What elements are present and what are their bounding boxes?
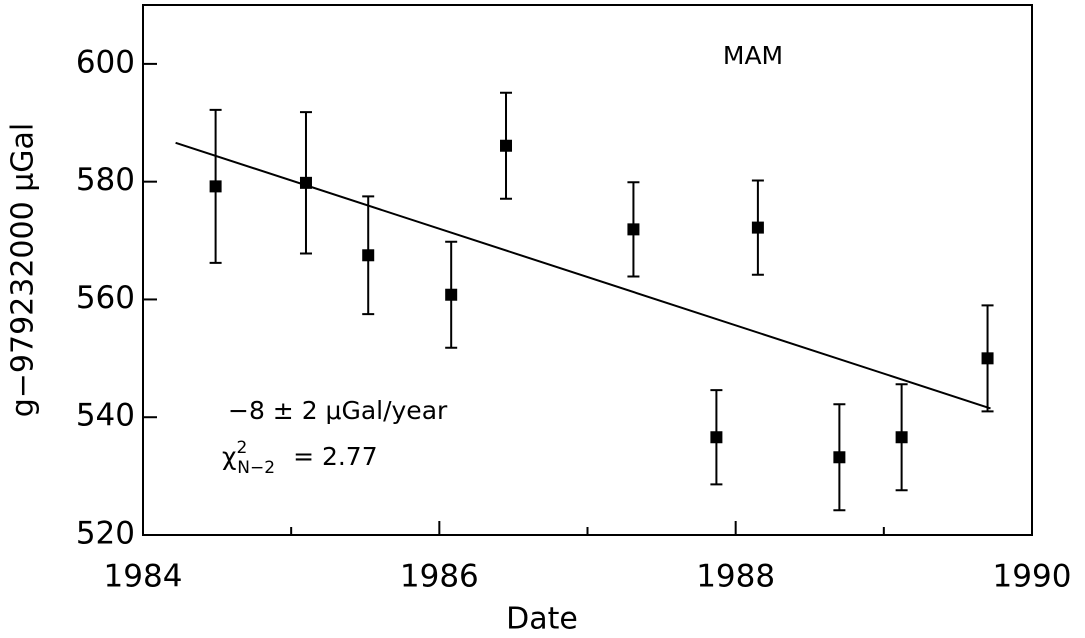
point	[895, 431, 908, 444]
chi-symbol: χ	[222, 442, 236, 471]
point	[362, 249, 375, 262]
y-tick-label: 600	[76, 44, 135, 80]
y-axis-label: g−979232000 μGal	[6, 123, 41, 418]
point	[751, 221, 764, 234]
y-tick-label: 540	[76, 398, 135, 434]
point	[833, 451, 846, 464]
point	[209, 180, 222, 193]
x-tick-label: 1984	[104, 559, 183, 595]
point	[981, 352, 994, 365]
chi-sub: N−2	[237, 458, 275, 478]
x-tick-label: 1990	[993, 559, 1072, 595]
x-tick-label: 1988	[696, 559, 775, 595]
x-axis-label: Date	[506, 602, 578, 637]
fit-line	[175, 141, 991, 410]
annotation: MAM	[723, 41, 783, 70]
point	[500, 139, 513, 152]
annotation: −8 ± 2 μGal/year	[228, 396, 448, 425]
y-tick-label: 520	[76, 516, 135, 552]
x-tick-label: 1986	[400, 559, 479, 595]
plot-frame	[142, 4, 1033, 536]
point	[445, 288, 458, 301]
point	[710, 431, 723, 444]
chi-sup: 2	[236, 438, 247, 458]
y-tick-label: 560	[76, 280, 135, 316]
point	[627, 223, 640, 236]
chi-value: = 2.77	[293, 442, 378, 471]
y-tick-label: 580	[76, 162, 135, 198]
annotation: χ2 N−2 = 2.77	[222, 438, 378, 478]
